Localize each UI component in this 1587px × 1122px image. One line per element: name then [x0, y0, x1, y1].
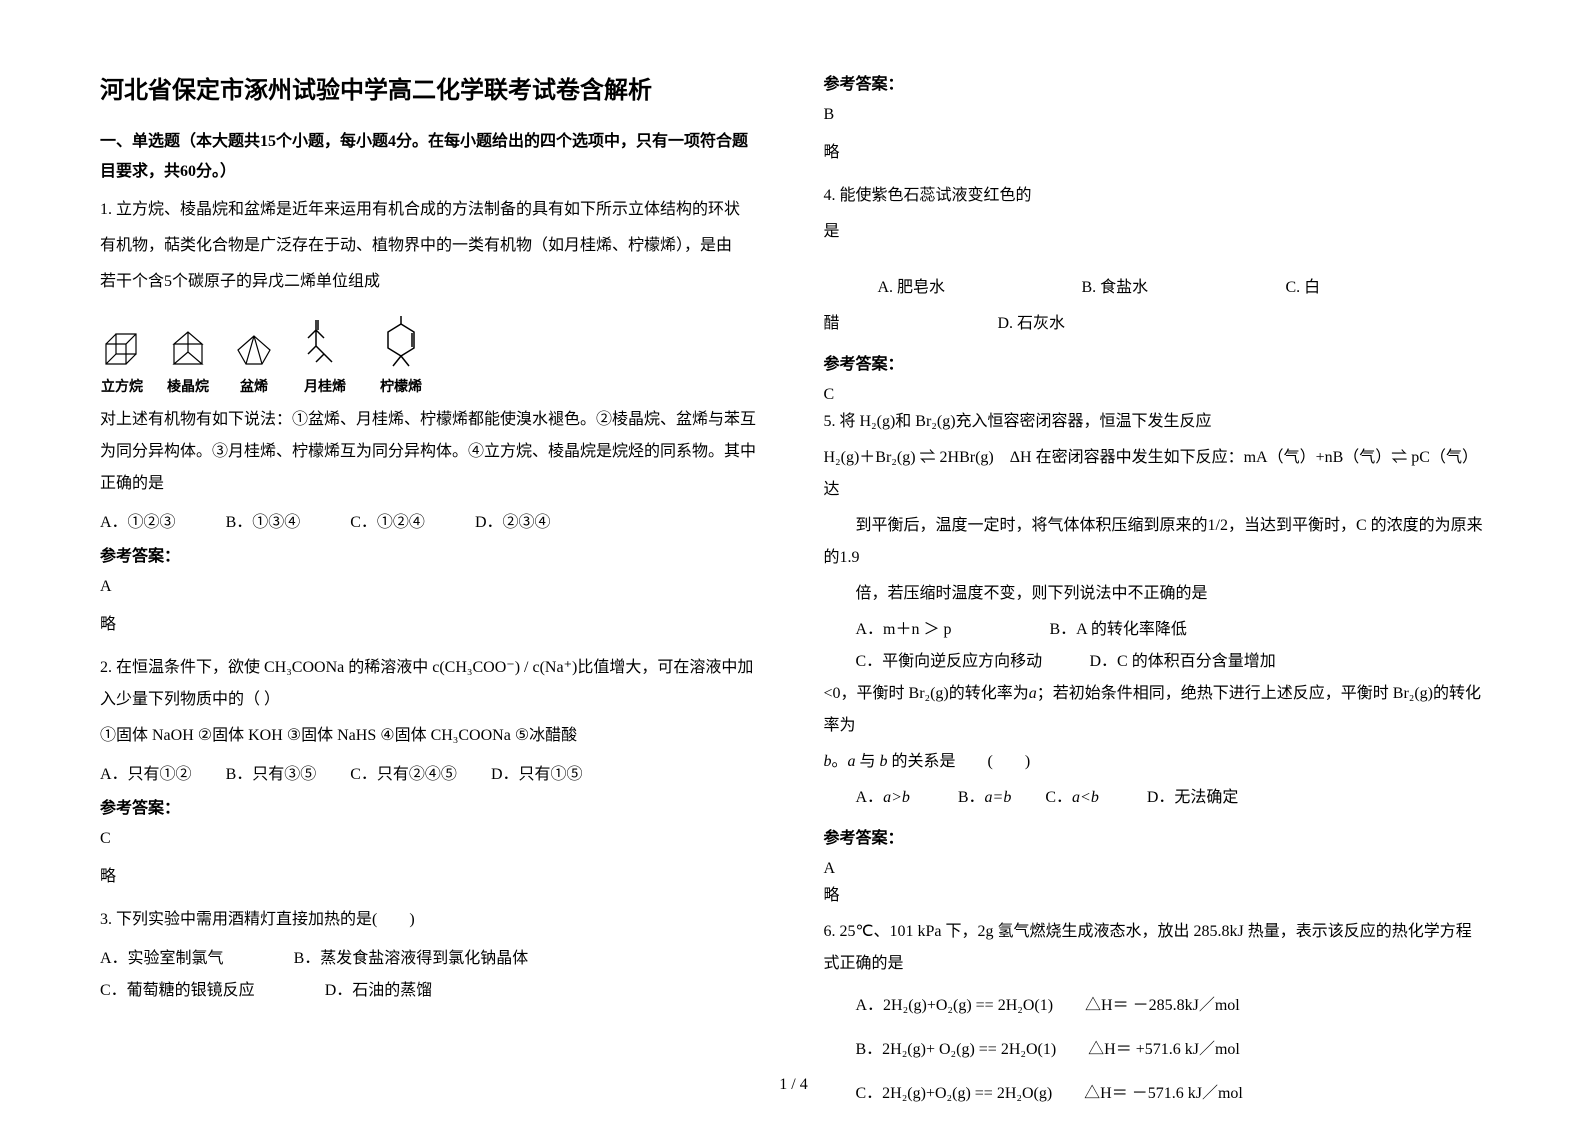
- q5-line6-3: 的关系是 ( ): [888, 753, 1031, 770]
- q5-answer-label: 参考答案：: [824, 824, 1488, 848]
- q6-optB: B．2H₂(g)+ O₂(g) == 2H₂O(1) △H＝ +571.6 kJ…: [824, 1034, 1488, 1066]
- q4-optB: B. 食盐水: [1082, 272, 1282, 304]
- limonene-icon: [374, 314, 428, 372]
- q5-subA: A．m＋n ＞ p: [856, 614, 1046, 646]
- q2-optD: D．只有①⑤: [491, 760, 583, 784]
- q1-optD: D．②③④: [475, 508, 551, 532]
- q5-line5: <0，平衡时 Br₂(g)的转化率为a；若初始条件相同，绝热下进行上述反应，平衡…: [824, 678, 1488, 742]
- fig-limonene-label: 柠檬烯: [380, 376, 422, 396]
- q5-abcd: A．a>b B．a=b C．a<b D．无法确定: [856, 782, 1488, 814]
- q5-subC: C．平衡向逆反应方向移动: [856, 646, 1086, 678]
- q4-optC: C. 白: [1286, 279, 1321, 296]
- q3-options-row2: C．葡萄糖的银镜反应 D．石油的蒸馏: [100, 976, 764, 1000]
- q5-sub-options-1: A．m＋n ＞ p B．A 的转化率降低: [856, 614, 1488, 646]
- q2-stem: 2. 在恒温条件下，欲使 CH₃COONa 的稀溶液中 c(CH₃COO⁻) /…: [100, 652, 764, 716]
- q2-choices-line: ①固体 NaOH ②固体 KOH ③固体 NaHS ④固体 CH₃COONa ⑤…: [100, 720, 764, 752]
- q3-lue: 略: [824, 138, 1488, 162]
- q1-lue: 略: [100, 610, 764, 634]
- fig-myrcene-label: 月桂烯: [304, 376, 346, 396]
- q1-stem-4: 对上述有机物有如下说法：①盆烯、月桂烯、柠檬烯都能使溴水褪色。②棱晶烷、盆烯与苯…: [100, 404, 764, 500]
- fig-prismane: 棱晶烷: [166, 328, 210, 396]
- fig-benzvalene-label: 盆烯: [240, 376, 268, 396]
- q3-stem: 3. 下列实验中需用酒精灯直接加热的是( ): [100, 904, 764, 936]
- page-number: 1 / 4: [779, 1076, 807, 1094]
- right-column: 参考答案： B 略 4. 能使紫色石蕊试液变红色的 是 A. 肥皂水 B. 食盐…: [824, 70, 1488, 1050]
- myrcene-icon: [298, 314, 352, 372]
- q5-optA-pre: A．: [856, 789, 884, 806]
- q5-optD: D．无法确定: [1147, 789, 1239, 806]
- fig-benzvalene: 盆烯: [232, 328, 276, 396]
- q1-figure-row: 立方烷 棱晶烷: [100, 314, 764, 396]
- q5-line5-1: <0，平衡时 Br₂(g)的转化率为: [824, 685, 1029, 702]
- q5-optB-rel: a=b: [985, 789, 1012, 806]
- q5-subB: B．A 的转化率降低: [1050, 621, 1187, 638]
- q4-options-line2: 醋 D. 石灰水: [824, 308, 1488, 340]
- q1-optC: C．①②④: [350, 508, 425, 532]
- q2-optC: C．只有②④⑤: [350, 760, 457, 784]
- q3-optA: A．实验室制氯气: [100, 944, 224, 968]
- q5-optB-pre: B．: [958, 789, 985, 806]
- q5-line1: 5. 将 H₂(g)和 Br₂(g)充入恒容密闭容器，恒温下发生反应: [824, 406, 1488, 438]
- q2-options: A．只有①② B．只有③⑤ C．只有②④⑤ D．只有①⑤: [100, 760, 764, 784]
- q5-line4: 倍，若压缩时温度不变，则下列说法中不正确的是: [824, 578, 1488, 610]
- q1-answer: A: [100, 578, 764, 596]
- q4-optA: A. 肥皂水: [878, 272, 1078, 304]
- q5-line3: 到平衡后，温度一定时，将气体体积压缩到原来的1/2，当达到平衡时，C 的浓度的为…: [824, 510, 1488, 574]
- q1-stem-line3: 若干个含5个碳原子的异戊二烯单位组成: [100, 266, 764, 298]
- q6-optC: C．2H₂(g)+O₂(g) == 2H₂O(g) △H＝ －571.6 kJ／…: [824, 1078, 1488, 1110]
- q3-options-row1: A．实验室制氯气 B．蒸发食盐溶液得到氯化钠晶体: [100, 944, 764, 968]
- q3-optB: B．蒸发食盐溶液得到氯化钠晶体: [294, 944, 529, 968]
- q2-optA: A．只有①②: [100, 760, 192, 784]
- fig-limonene: 柠檬烯: [374, 314, 428, 396]
- q5-lue: 略: [824, 880, 1488, 912]
- fig-prismane-label: 棱晶烷: [167, 376, 209, 396]
- benzvalene-icon: [232, 328, 276, 372]
- q4-stem: 4. 能使紫色石蕊试液变红色的: [824, 180, 1488, 212]
- q4-optD: D. 石灰水: [998, 315, 1066, 332]
- q4-answer-label: 参考答案：: [824, 350, 1488, 374]
- section-1-header: 一、单选题（本大题共15个小题，每小题4分。在每小题给出的四个选项中，只有一项符…: [100, 127, 764, 188]
- q2-optB: B．只有③⑤: [226, 760, 317, 784]
- q5-subD: D．C 的体积百分含量增加: [1090, 653, 1276, 670]
- q5-optA-rel: a>b: [883, 789, 910, 806]
- q5-answer: A: [824, 860, 1488, 878]
- q3-answer-label: 参考答案：: [824, 70, 1488, 94]
- q3-answer: B: [824, 106, 1488, 124]
- q1-optB: B．①③④: [226, 508, 301, 532]
- q1-answer-label: 参考答案：: [100, 542, 764, 566]
- q5-line2: H₂(g)＋Br₂(g) ⇌ 2HBr(g) ΔH 在密闭容器中发生如下反应：m…: [824, 442, 1488, 506]
- q2-answer-label: 参考答案：: [100, 794, 764, 818]
- q3-optD: D．石油的蒸馏: [325, 976, 433, 1000]
- q5-line5-a: a: [1029, 685, 1037, 702]
- q5-line6-1: 。: [832, 753, 848, 770]
- q6-stem: 6. 25℃、101 kPa 下，2g 氢气燃烧生成液态水，放出 285.8kJ…: [824, 916, 1488, 980]
- q2-answer: C: [100, 830, 764, 848]
- q5-line6-a: a: [848, 753, 856, 770]
- fig-cubane: 立方烷: [100, 328, 144, 396]
- q5-line6-b2: b: [880, 753, 888, 770]
- q2-lue: 略: [100, 862, 764, 886]
- q5-line6-b: b: [824, 753, 832, 770]
- q5-sub-options-2: C．平衡向逆反应方向移动 D．C 的体积百分含量增加: [856, 646, 1488, 678]
- prismane-icon: [166, 328, 210, 372]
- q4-options-line1: A. 肥皂水 B. 食盐水 C. 白: [824, 272, 1488, 304]
- q5-line6: b。a 与 b 的关系是 ( ): [824, 746, 1488, 778]
- q4-optC-cont: 醋: [824, 308, 994, 340]
- q5-optC-pre: C．: [1045, 789, 1072, 806]
- fig-myrcene: 月桂烯: [298, 314, 352, 396]
- q4-stem2: 是: [824, 216, 1488, 248]
- q1-options: A．①②③ B．①③④ C．①②④ D．②③④: [100, 508, 764, 532]
- fig-cubane-label: 立方烷: [101, 376, 143, 396]
- q1-stem-line2: 有机物，萜类化合物是广泛存在于动、植物界中的一类有机物（如月桂烯、柠檬烯），是由: [100, 230, 764, 262]
- q5-optC-rel: a<b: [1072, 789, 1099, 806]
- left-column: 河北省保定市涿州试验中学高二化学联考试卷含解析 一、单选题（本大题共15个小题，…: [100, 70, 764, 1050]
- q1-stem-line1: 1. 立方烷、棱晶烷和盆烯是近年来运用有机合成的方法制备的具有如下所示立体结构的…: [100, 194, 764, 226]
- q5-line6-2: 与: [856, 753, 880, 770]
- cubane-icon: [100, 328, 144, 372]
- q1-optA: A．①②③: [100, 508, 176, 532]
- q3-optC: C．葡萄糖的银镜反应: [100, 976, 255, 1000]
- q6-optA: A．2H₂(g)+O₂(g) == 2H₂O(1) △H＝ －285.8kJ／m…: [824, 990, 1488, 1022]
- document-title: 河北省保定市涿州试验中学高二化学联考试卷含解析: [100, 70, 764, 105]
- q4-answer: C: [824, 386, 1488, 404]
